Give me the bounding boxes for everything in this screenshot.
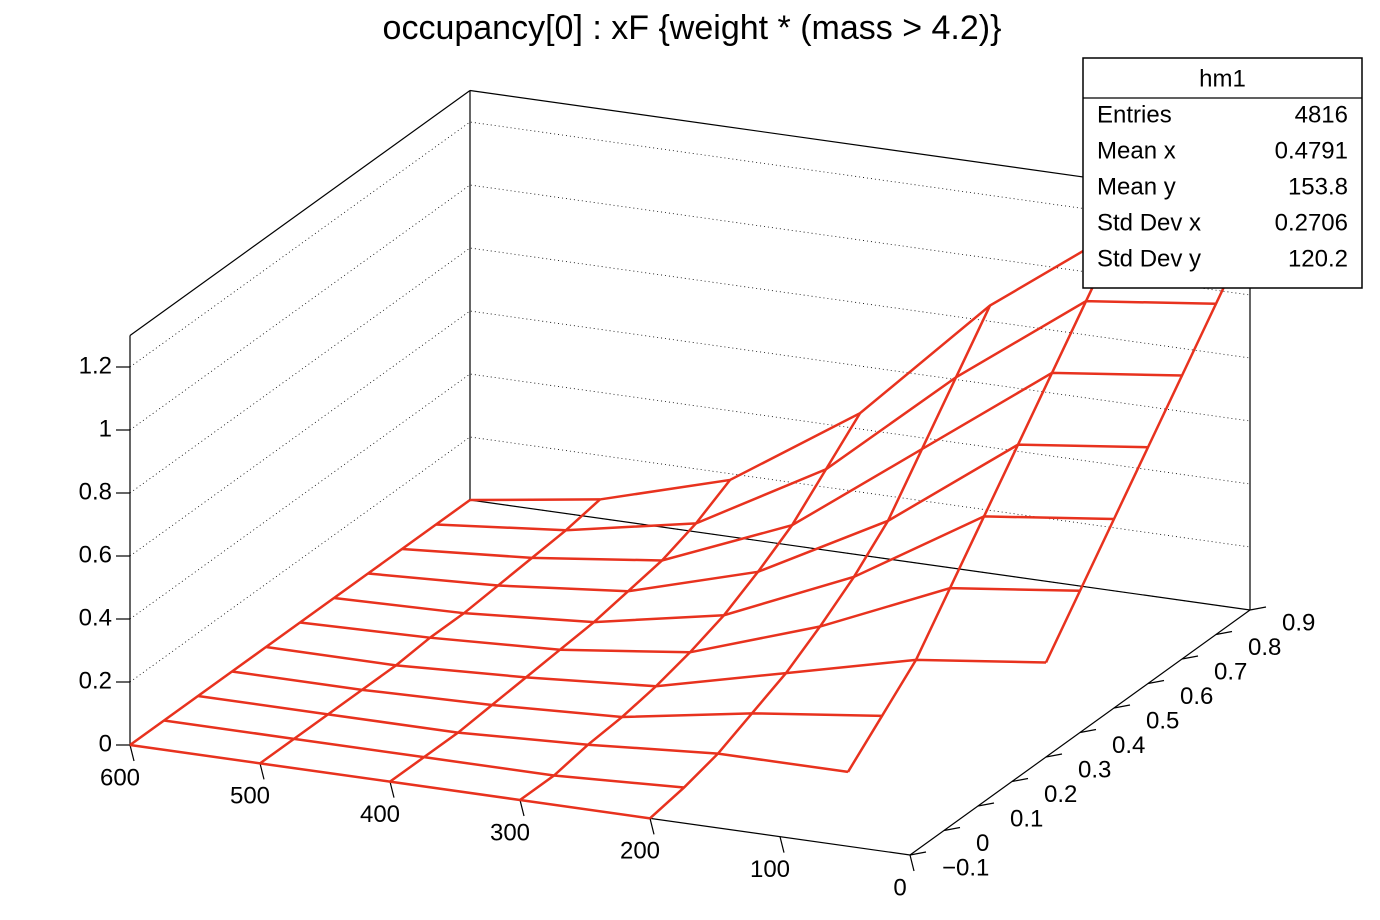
y-tick-label: 0.5 [1146,707,1179,734]
x-tick [649,818,655,835]
surface-line [846,228,1122,773]
stats-label: Mean y [1097,173,1176,200]
y-tick-label: 0.3 [1078,756,1111,783]
grid-line [129,121,1251,368]
surface-line [129,743,651,820]
y-tick [943,826,961,832]
stats-value: 0.4791 [1275,137,1348,164]
y-tick [1011,777,1029,783]
stats-label: Mean x [1097,137,1176,164]
surface-line [389,479,731,783]
y-tick-label: 0.1 [1010,805,1043,832]
grid-line [129,310,1251,557]
z-tick-label: 0.4 [79,604,112,631]
z-tick-label: 0.6 [79,541,112,568]
surface-line [197,694,849,774]
surface-line [265,645,1047,688]
x-tick-label: 0 [893,874,906,901]
grid-line [129,247,1251,494]
y-tick [1215,630,1233,636]
y-tick-label: −0.1 [942,854,989,881]
y-tick [1181,655,1199,660]
x-tick [909,854,915,872]
surface-line [1044,231,1252,664]
surface-line [519,412,862,802]
y-tick [909,851,927,856]
y-tick-label: 0.7 [1214,658,1247,685]
y-tick-label: 0 [976,830,989,857]
x-tick-label: 100 [750,856,790,883]
stats-label: Std Dev y [1097,245,1201,272]
x-tick [519,799,525,817]
x-tick [779,836,785,853]
y-tick [1045,753,1063,758]
box-edge [129,90,471,336]
z-tick-label: 0.8 [79,478,112,505]
surface-line [401,371,1183,562]
surface-line [231,670,883,719]
grid-line [129,499,1251,746]
z-tick-label: 0 [99,730,112,757]
surface-line [649,305,992,820]
grid-line [129,184,1251,431]
y-tick-label: 0.6 [1180,683,1213,710]
z-tick-label: 1 [99,415,112,442]
y-tick-label: 0.8 [1248,634,1281,661]
x-tick-label: 300 [490,819,530,846]
surface-line [129,498,471,747]
z-tick-label: 1.2 [79,352,112,379]
x-tick-label: 600 [100,764,140,791]
y-tick [1113,704,1131,709]
surface-line [259,498,601,765]
grid-line [129,436,1251,683]
x-tick [129,744,135,762]
y-tick-label: 0.2 [1044,781,1077,808]
stats-value: 0.2706 [1275,209,1348,236]
x-tick-label: 400 [360,801,400,828]
y-tick [1249,606,1267,611]
surface-line [299,586,1081,654]
surface-line [435,299,1217,532]
x-tick-label: 500 [230,783,270,810]
surface-line [333,515,1115,624]
stats-label: Entries [1097,101,1172,128]
stats-value: 153.8 [1288,173,1348,200]
z-tick-label: 0.2 [79,667,112,694]
stats-label: Std Dev x [1097,209,1201,236]
y-tick [977,802,995,807]
stats-value: 4816 [1295,101,1348,128]
x-tick [389,781,395,798]
y-tick-label: 0.9 [1282,609,1315,636]
x-tick [259,763,265,780]
y-tick [1079,728,1097,734]
stats-box [1082,57,1363,289]
chart-title: occupancy[0] : xF {weight * (mass > 4.2)… [383,9,1002,47]
y-tick-label: 0.4 [1112,732,1145,759]
x-tick-label: 200 [620,838,660,865]
y-tick [1147,679,1165,685]
stats-value: 120.2 [1288,245,1348,272]
stats-name: hm1 [1199,65,1246,92]
grid-line [129,373,1251,620]
